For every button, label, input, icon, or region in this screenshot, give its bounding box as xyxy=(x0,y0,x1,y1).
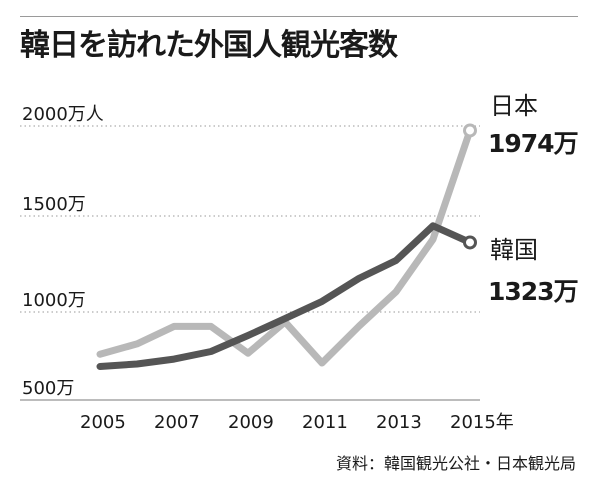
x-tick-label: 2009 xyxy=(228,412,274,433)
series-end-marker xyxy=(463,123,477,138)
x-tick-label: 2013 xyxy=(376,412,422,433)
grid-lines xyxy=(20,125,480,401)
series-lines xyxy=(96,123,477,370)
top-rule xyxy=(20,16,578,17)
x-tick-label: 2015年 xyxy=(450,412,514,433)
series-value-label: 1323万 xyxy=(488,277,578,306)
x-tick-label: 2005 xyxy=(80,412,126,433)
x-axis-labels: 2005 2007 2009 2011 2013 2015年 xyxy=(80,412,514,433)
source-note: 資料：韓国観光公社・日本観光局 xyxy=(335,454,576,473)
y-axis-labels: 500万 1000万 1500万 2000万人 xyxy=(22,104,104,399)
x-tick-label: 2011 xyxy=(302,412,348,433)
y-tick-label: 1500万 xyxy=(22,194,86,215)
series-name-label: 日本 xyxy=(490,92,538,120)
x-tick-label: 2007 xyxy=(154,412,200,433)
series-line-1 xyxy=(96,222,474,370)
series-value-label: 1974万 xyxy=(488,129,578,158)
y-tick-label: 2000万人 xyxy=(22,104,104,125)
series-end-marker xyxy=(463,235,477,250)
series-name-label: 韓国 xyxy=(490,236,538,264)
chart-title: 韓日を訪れた外国人観光客数 xyxy=(20,28,398,63)
y-tick-label: 1000万 xyxy=(22,290,86,311)
y-tick-label: 500万 xyxy=(22,378,74,399)
